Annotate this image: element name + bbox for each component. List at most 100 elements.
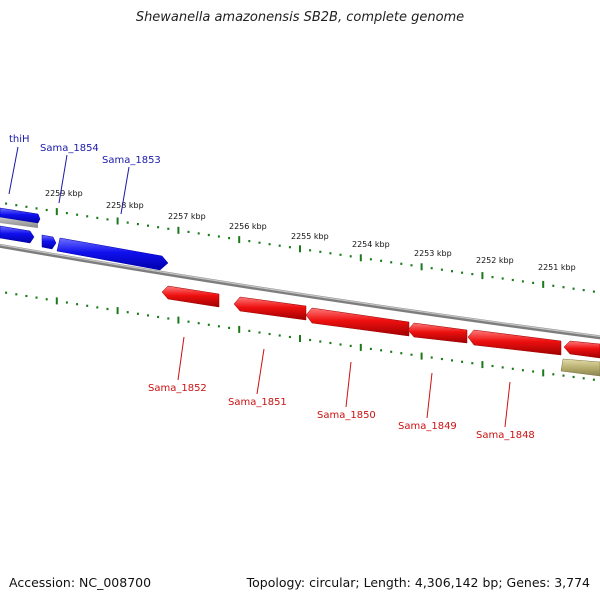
gene-Sama_1850[interactable] xyxy=(305,307,410,337)
outer-scale-minor-tick xyxy=(167,227,170,230)
gene-Sama_1853[interactable] xyxy=(56,237,169,271)
leader-Sama_1854 xyxy=(58,154,68,204)
outer-scale-minor-tick xyxy=(207,233,210,237)
outer-scale-minor-tick xyxy=(96,216,99,219)
outer-scale-track xyxy=(5,202,595,293)
outer-scale-minor-tick xyxy=(65,212,68,215)
inner-scale-minor-tick xyxy=(309,338,312,342)
outer-scale-minor-tick xyxy=(572,287,575,290)
outer-scale-minor-tick xyxy=(228,237,231,240)
outer-scale-minor-tick xyxy=(592,290,595,293)
outer-scale-minor-tick xyxy=(430,267,433,270)
scale-label-2257: 2257 kbp xyxy=(168,212,206,221)
label-Sama_1851[interactable]: Sama_1851 xyxy=(228,397,287,408)
outer-scale-minor-tick xyxy=(258,241,261,244)
leader-Sama_1851 xyxy=(256,348,265,395)
inner-scale-track xyxy=(5,291,595,381)
outer-scale-minor-tick xyxy=(35,207,38,210)
outer-scale-minor-tick xyxy=(349,255,352,258)
outer-scale-major-tick xyxy=(55,208,58,216)
outer-scale-minor-tick xyxy=(187,230,190,233)
scale-label-2259: 2259 kbp xyxy=(45,189,83,198)
outer-scale-major-tick xyxy=(481,272,484,280)
inner-scale-major-tick xyxy=(116,307,119,315)
outer-scale-minor-tick xyxy=(15,204,18,207)
inner-scale-minor-tick xyxy=(369,347,372,350)
inner-scale-major-tick xyxy=(238,325,241,333)
leader-Sama_1850 xyxy=(345,361,352,408)
inner-scale-minor-tick xyxy=(248,329,251,332)
scale-label-2256: 2256 kbp xyxy=(229,222,267,231)
inner-scale-minor-tick xyxy=(471,362,474,365)
accession-text: Accession: NC_008700 xyxy=(9,575,152,590)
outer-scale-minor-tick xyxy=(248,240,251,243)
inner-scale-minor-tick xyxy=(15,293,18,296)
inner-scale-minor-tick xyxy=(521,369,524,372)
scale-label-2253: 2253 kbp xyxy=(414,249,452,258)
outer-scale-minor-tick xyxy=(86,215,89,218)
leader-Sama_1849 xyxy=(426,372,433,419)
scale-label-2251: 2251 kbp xyxy=(538,263,576,272)
outer-scale-minor-tick xyxy=(491,276,494,279)
label-Sama_1853[interactable]: Sama_1853 xyxy=(102,155,161,166)
outer-scale-minor-tick xyxy=(106,218,109,221)
outer-scale-minor-tick xyxy=(288,246,291,249)
inner-scale-minor-tick xyxy=(491,364,494,368)
inner-scale-minor-tick xyxy=(461,360,464,363)
outer-scale-minor-tick xyxy=(582,289,585,292)
leader-Sama_1853 xyxy=(120,166,130,215)
outer-scale-minor-tick xyxy=(217,235,220,238)
gene-Sama_1849[interactable] xyxy=(407,322,468,344)
genome-backbone-highlight xyxy=(0,244,600,337)
outer-scale-minor-tick xyxy=(278,244,281,247)
outer-scale-minor-tick xyxy=(147,224,149,227)
outer-scale-minor-tick xyxy=(25,205,28,208)
inner-scale-minor-tick xyxy=(217,325,220,328)
outer-scale-minor-tick xyxy=(390,261,393,264)
outer-scale-minor-tick xyxy=(451,270,453,273)
outer-scale-minor-tick xyxy=(157,226,160,229)
inner-scale-minor-tick xyxy=(86,304,89,307)
outer-scale-minor-tick xyxy=(410,264,413,267)
scale-label-2252: 2252 kbp xyxy=(476,256,514,265)
label-Sama_1852[interactable]: Sama_1852 xyxy=(148,383,207,394)
inner-scale-minor-tick xyxy=(552,373,555,376)
gene-Sama_1852[interactable] xyxy=(161,285,220,308)
gene-thiH[interactable] xyxy=(0,207,41,224)
outer-scale-minor-tick xyxy=(319,250,322,253)
inner-scale-minor-tick xyxy=(440,357,443,361)
inner-scale-minor-tick xyxy=(329,341,332,345)
inner-scale-minor-tick xyxy=(157,315,160,319)
label-thiH[interactable]: thiH xyxy=(9,134,30,145)
inner-scale-major-tick xyxy=(299,335,301,342)
inner-scale-minor-tick xyxy=(288,335,291,339)
genome-summary-text: Topology: circular; Length: 4,306,142 bp… xyxy=(246,575,590,590)
inner-scale-major-tick xyxy=(55,297,58,305)
gene-Sama_1848[interactable] xyxy=(467,329,562,356)
outer-scale-minor-tick xyxy=(532,281,535,284)
outer-scale-minor-tick xyxy=(552,284,555,287)
forward-strand-genes xyxy=(0,207,169,271)
map-title: Shewanella amazonensis SB2B, complete ge… xyxy=(135,10,465,25)
reverse-strand-genes[interactable] xyxy=(161,285,600,359)
label-Sama_1848[interactable]: Sama_1848 xyxy=(476,430,535,441)
inner-scale-minor-tick xyxy=(400,352,403,355)
feature-olive[interactable] xyxy=(560,358,600,377)
outer-scale-major-tick xyxy=(177,226,180,234)
gene-Sama_1854[interactable] xyxy=(41,234,57,250)
label-Sama_1854[interactable]: Sama_1854 xyxy=(40,143,99,154)
outer-scale-minor-tick xyxy=(329,252,332,255)
outer-scale-minor-tick xyxy=(126,221,129,224)
outer-scale-minor-tick xyxy=(440,268,443,271)
label-Sama_1850[interactable]: Sama_1850 xyxy=(317,410,376,421)
inner-scale-minor-tick xyxy=(187,320,190,323)
gene-reverse-right-edge[interactable] xyxy=(563,340,600,359)
inner-scale-major-tick xyxy=(420,352,423,360)
inner-scale-minor-tick xyxy=(207,323,210,326)
inner-scale-minor-tick xyxy=(126,311,129,314)
gene-unnamed-left[interactable] xyxy=(0,225,35,244)
inner-scale-minor-tick xyxy=(582,377,585,380)
label-Sama_1849[interactable]: Sama_1849 xyxy=(398,421,457,432)
forward-label-leaders xyxy=(8,146,130,215)
gene-Sama_1851[interactable] xyxy=(233,296,307,321)
